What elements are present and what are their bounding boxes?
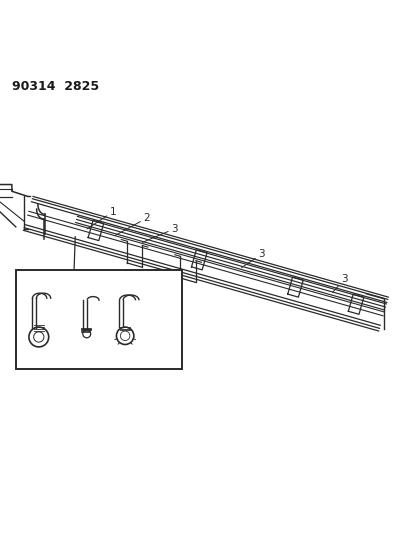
Text: 90314  2825: 90314 2825	[12, 79, 99, 93]
Text: 3: 3	[143, 224, 177, 243]
Text: 4: 4	[25, 321, 38, 341]
Text: 1: 1	[87, 207, 116, 229]
Text: 3: 3	[242, 249, 265, 268]
Text: 2: 2	[115, 213, 150, 236]
Text: 3: 3	[333, 274, 348, 292]
Text: 4: 4	[113, 326, 124, 348]
Bar	[16, 270, 182, 369]
